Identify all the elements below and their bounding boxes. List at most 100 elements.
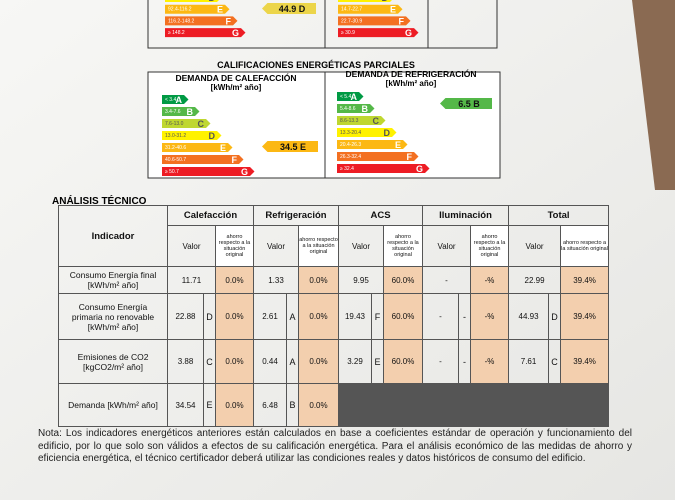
top-right-box bbox=[324, 0, 498, 49]
saving-header: ahorro respecto a la situación original bbox=[298, 225, 339, 267]
cell-saving: -% bbox=[470, 293, 510, 340]
indicator-label: Consumo Energía primaria no renovable [k… bbox=[58, 293, 168, 340]
scale-grade: C bbox=[198, 119, 205, 129]
scale-grade: C bbox=[373, 116, 380, 126]
scale-grade: D bbox=[209, 131, 216, 141]
scale-range: ≥ 30.9 bbox=[341, 30, 355, 36]
rating-label: 44.9 D bbox=[279, 4, 306, 14]
group-header: Refrigeración bbox=[253, 205, 339, 226]
table-row: Demanda [kWh/m² año] 34.54 E 0.0% 6.48 B 0.0% bbox=[58, 383, 610, 427]
cell-grade: A bbox=[286, 339, 299, 384]
cell-value: - bbox=[422, 266, 472, 294]
scale-grade: G bbox=[416, 164, 423, 174]
cell-value: 1.33 bbox=[253, 266, 299, 294]
scale-grade: B bbox=[362, 104, 369, 114]
scale-bar bbox=[337, 140, 408, 149]
cell-grade: E bbox=[203, 383, 216, 427]
cell-value: 7.61 bbox=[508, 339, 550, 384]
cell-saving: 39.4% bbox=[560, 293, 610, 340]
scale-grade: E bbox=[217, 5, 223, 15]
scale-grade: F bbox=[399, 16, 405, 26]
scale-grade: G bbox=[232, 28, 239, 38]
scale-bar bbox=[165, 4, 230, 14]
scale-bar bbox=[338, 28, 419, 38]
cell-value: 9.95 bbox=[338, 266, 384, 294]
cell-value: 6.48 bbox=[253, 383, 287, 427]
scale-grade: E bbox=[395, 140, 401, 150]
table-row: Consumo Energía final [kWh/m² año] 11.71 0… bbox=[58, 266, 610, 294]
header-row: Indicador Calefacción Refrigeración ACS Ilum… bbox=[58, 205, 610, 267]
cell-value: 2.61 bbox=[253, 293, 287, 340]
scale-range: 3.4-7.6 bbox=[165, 109, 181, 115]
cell-saving: 39.4% bbox=[560, 339, 610, 384]
scale-grade: A bbox=[351, 92, 358, 102]
cell-value: - bbox=[422, 339, 460, 384]
cell-grade: B bbox=[286, 383, 299, 427]
scale-range: 92.4-116.2 bbox=[168, 7, 192, 13]
value-header: Valor bbox=[253, 225, 299, 267]
value-header: Valor bbox=[508, 225, 562, 267]
cell-value: 22.88 bbox=[167, 293, 204, 340]
scale-grade: G bbox=[405, 28, 412, 38]
cell-value: 11.71 bbox=[167, 266, 216, 294]
scale-grade: B bbox=[187, 107, 194, 117]
scale-bar bbox=[162, 119, 211, 128]
scale-range: 9.1-14.7 bbox=[341, 0, 360, 1]
group-header: Total bbox=[508, 205, 610, 226]
cell-grade: F bbox=[371, 293, 384, 340]
cell-value: - bbox=[422, 293, 460, 340]
scale-bar bbox=[337, 164, 430, 173]
technical-table: Indicador Calefacción Refrigeración ACS Ilum… bbox=[58, 205, 610, 427]
scale-range: ≥ 32.4 bbox=[340, 166, 354, 172]
heating-title: DEMANDA DE CALEFACCIÓN bbox=[175, 72, 296, 83]
scale-grade: E bbox=[220, 143, 226, 153]
group-header: Iluminación bbox=[422, 205, 510, 226]
rating-marker bbox=[262, 3, 316, 14]
cell-grade: C bbox=[203, 339, 216, 384]
scale-bar bbox=[337, 128, 397, 137]
cell-value: 34.54 bbox=[167, 383, 204, 427]
group-header: ACS bbox=[337, 205, 424, 226]
cell-grade: - bbox=[458, 293, 472, 340]
scale-range: 22.7-30.9 bbox=[341, 18, 362, 24]
scale-range: 31.2-40.6 bbox=[165, 145, 186, 151]
indicator-label: Demanda [kWh/m² año] bbox=[58, 383, 168, 427]
scale-range: ≥ 148.2 bbox=[168, 30, 185, 36]
indicator-header: Indicador bbox=[58, 205, 168, 267]
scale-grade: F bbox=[226, 16, 232, 26]
scale-bar bbox=[337, 116, 386, 125]
value-header: Valor bbox=[167, 225, 216, 267]
scale-range: 40.6-50.7 bbox=[165, 157, 186, 163]
indicator-label: Consumo Energía final [kWh/m² año] bbox=[58, 266, 168, 294]
scale-bar bbox=[337, 92, 364, 101]
group-header: Calefacción bbox=[167, 205, 254, 226]
cell-saving: 0.0% bbox=[298, 293, 339, 340]
cell-saving: 0.0% bbox=[215, 293, 254, 340]
scale-grade: D bbox=[384, 128, 391, 138]
partial-title: CALIFICACIONES ENERGÉTICAS PARCIALES bbox=[217, 60, 415, 70]
scale-bar bbox=[165, 0, 219, 2]
scale-bar bbox=[162, 131, 222, 140]
heating-unit: [kWh/m² año] bbox=[211, 83, 262, 92]
saving-header: ahorro respecto a la situación original bbox=[560, 225, 610, 267]
scale-bar bbox=[165, 16, 238, 26]
scale-range: 13.3-20.4 bbox=[340, 130, 361, 136]
scale-bar bbox=[338, 16, 411, 26]
scale-bar bbox=[338, 0, 392, 2]
cell-value: 44.93 bbox=[508, 293, 550, 340]
cell-saving: 39.4% bbox=[560, 266, 610, 294]
scale-range: 14.7-22.7 bbox=[341, 7, 362, 13]
scale-range: 116.2-148.2 bbox=[168, 18, 195, 24]
cell-grade: E bbox=[371, 339, 384, 384]
blank-area bbox=[337, 383, 610, 427]
scale-bar bbox=[162, 107, 200, 116]
cell-value: 3.88 bbox=[167, 339, 204, 384]
scale-grade: F bbox=[407, 152, 413, 162]
scale-range: < 3.4 bbox=[165, 97, 176, 103]
scale-range: 7.6-13.0 bbox=[165, 121, 184, 127]
value-header: Valor bbox=[422, 225, 472, 267]
indicator-label: Emisiones de CO2 [kgCO2/m² año] bbox=[58, 339, 168, 384]
scale-bar bbox=[338, 4, 403, 14]
scale-grade: A bbox=[176, 95, 183, 105]
